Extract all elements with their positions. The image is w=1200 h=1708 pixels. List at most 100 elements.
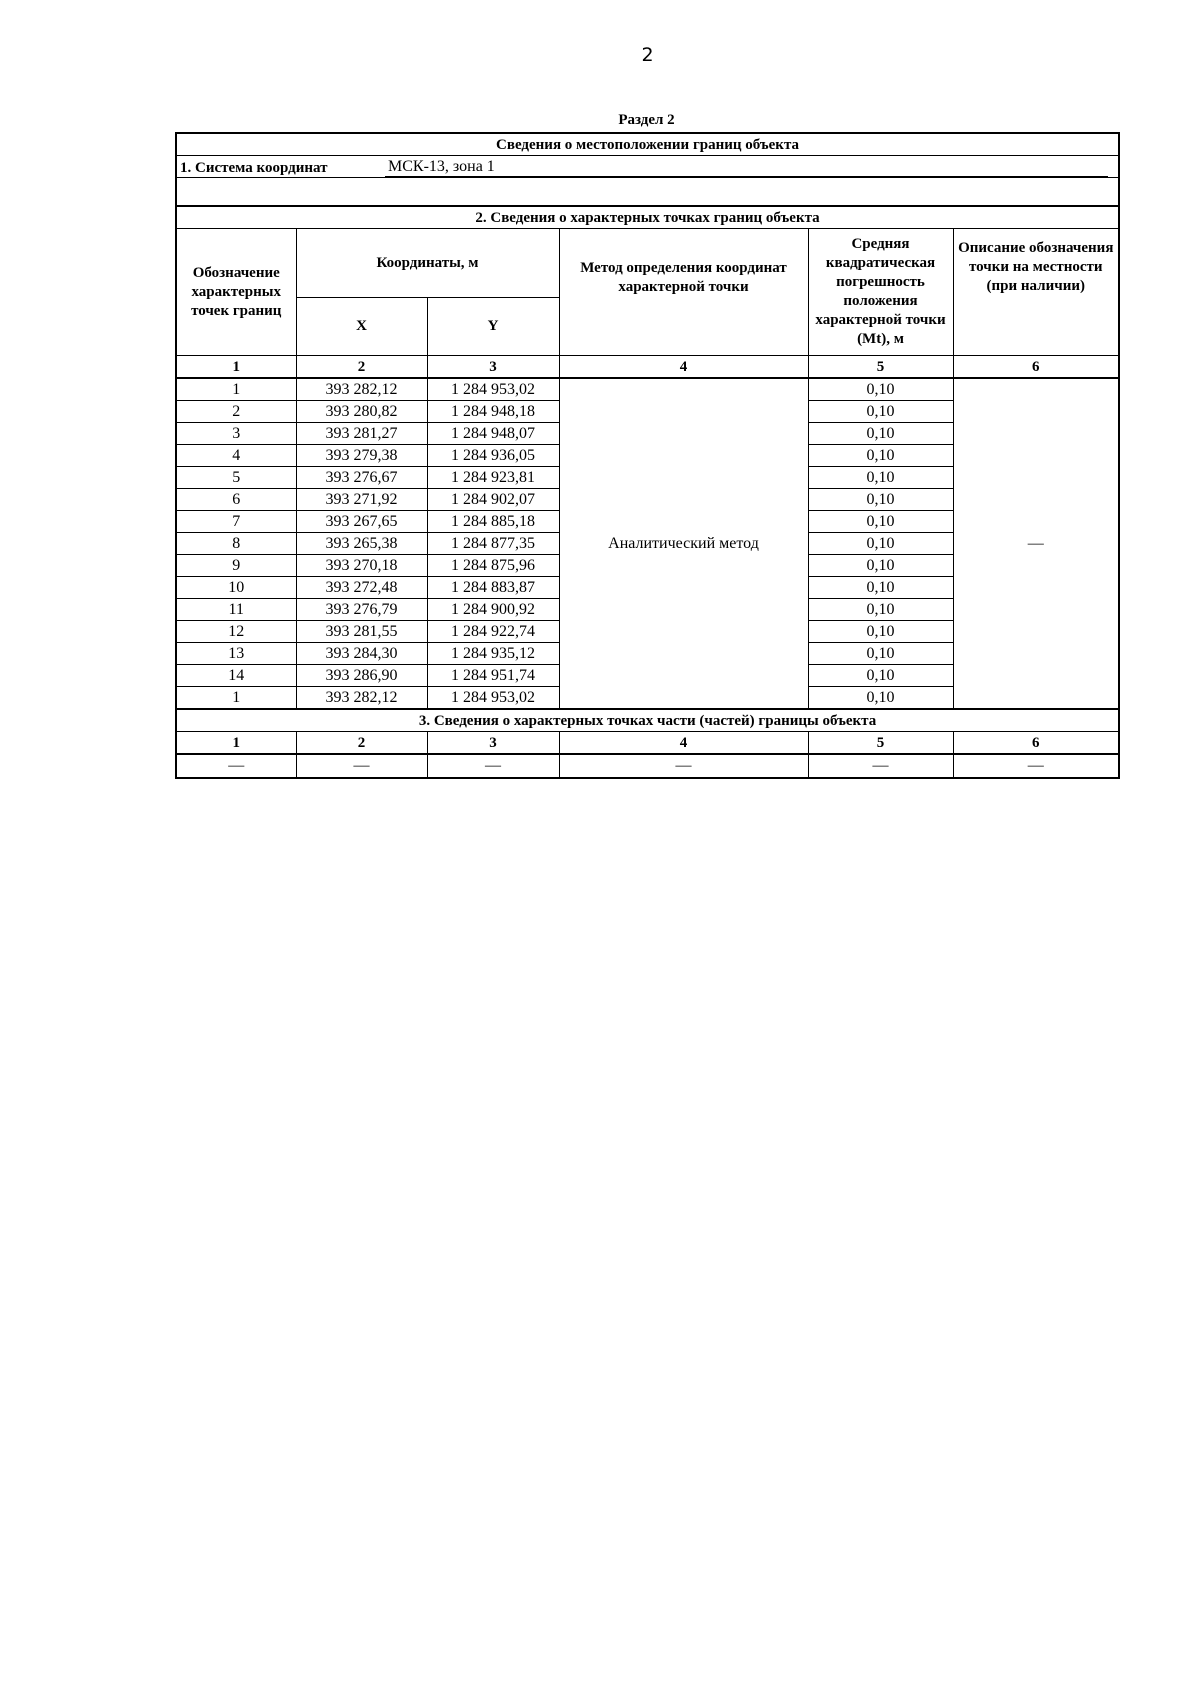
- header-coords: Координаты, м: [295, 228, 560, 298]
- coord-y: 1 284 948,07: [426, 422, 560, 445]
- column-number: 4: [558, 355, 809, 379]
- coord-y: 1 284 935,12: [426, 642, 560, 665]
- coord-x: 393 281,55: [295, 620, 428, 643]
- column-number: 4: [558, 731, 809, 755]
- point-number: 10: [175, 576, 297, 599]
- header-error: Средняя квадратическая погрешность полож…: [807, 228, 954, 356]
- table-row: 8 393 265,38 1 284 877,35 0,10: [175, 532, 1119, 555]
- coord-x: 393 281,27: [295, 422, 428, 445]
- table-row: 9 393 270,18 1 284 875,96 0,10: [175, 554, 1119, 577]
- coord-y: 1 284 922,74: [426, 620, 560, 643]
- column-number: 1: [175, 731, 297, 755]
- coord-y: 1 284 902,07: [426, 488, 560, 511]
- method-cell: Аналитический метод: [558, 377, 809, 710]
- table-row: 5 393 276,67 1 284 923,81 0,10: [175, 466, 1119, 489]
- empty-dash-cell: —: [426, 753, 560, 779]
- column-number: 6: [952, 731, 1120, 755]
- point-number: 5: [175, 466, 297, 489]
- column-number: 2: [295, 355, 428, 379]
- coord-x: 393 279,38: [295, 444, 428, 467]
- table-row: 12 393 281,55 1 284 922,74 0,10: [175, 620, 1119, 643]
- coord-y: 1 284 885,18: [426, 510, 560, 533]
- column-number: 3: [426, 355, 560, 379]
- point-number: 3: [175, 422, 297, 445]
- coord-y: 1 284 948,18: [426, 400, 560, 423]
- mt-value: 0,10: [807, 598, 954, 621]
- coord-x: 393 286,90: [295, 664, 428, 687]
- coord-x: 393 265,38: [295, 532, 428, 555]
- boundary-table: Сведения о местоположении границ объекта…: [175, 132, 1121, 779]
- mt-value: 0,10: [807, 377, 954, 401]
- column-number: 6: [952, 355, 1120, 379]
- coord-y: 1 284 883,87: [426, 576, 560, 599]
- mt-value: 0,10: [807, 620, 954, 643]
- coord-x: 393 270,18: [295, 554, 428, 577]
- coord-y: 1 284 875,96: [426, 554, 560, 577]
- coordinate-system-row: 1. Система координат МСК-13, зона 1: [175, 155, 1120, 178]
- coord-y: 1 284 936,05: [426, 444, 560, 467]
- table-title: Сведения о местоположении границ объекта: [175, 132, 1120, 156]
- table-row: 3 393 281,27 1 284 948,07 0,10: [175, 422, 1119, 445]
- coord-x: 393 280,82: [295, 400, 428, 423]
- coord-x: 393 267,65: [295, 510, 428, 533]
- coord-y: 1 284 877,35: [426, 532, 560, 555]
- mt-value: 0,10: [807, 554, 954, 577]
- coord-y: 1 284 923,81: [426, 466, 560, 489]
- empty-dash-cell: —: [807, 753, 954, 779]
- coord-y: 1 284 900,92: [426, 598, 560, 621]
- mt-value: 0,10: [807, 664, 954, 687]
- coordinate-system-value: МСК-13, зона 1: [385, 157, 1109, 177]
- point-number: 8: [175, 532, 297, 555]
- empty-row: [175, 177, 1120, 207]
- point-number: 7: [175, 510, 297, 533]
- column-number: 5: [807, 355, 954, 379]
- mt-value: 0,10: [807, 532, 954, 555]
- point-number: 1: [175, 377, 297, 401]
- header-designation: Обозначение характерных точек границ: [175, 228, 297, 356]
- coord-x: 393 271,92: [295, 488, 428, 511]
- point-number: 14: [175, 664, 297, 687]
- section-title: Раздел 2: [618, 112, 675, 128]
- mt-value: 0,10: [807, 510, 954, 533]
- mt-value: 0,10: [807, 444, 954, 467]
- part2-title: 2. Сведения о характерных точках границ …: [175, 205, 1120, 229]
- empty-dash-cell: —: [558, 753, 809, 779]
- description-cell: —: [952, 377, 1120, 710]
- empty-dash-cell: —: [952, 753, 1120, 779]
- column-number: 5: [807, 731, 954, 755]
- table-row: 10 393 272,48 1 284 883,87 0,10: [175, 576, 1119, 599]
- coord-x: 393 276,67: [295, 466, 428, 489]
- empty-dash-cell: —: [295, 753, 428, 779]
- coord-x: 393 282,12: [295, 377, 428, 401]
- coord-x: 393 276,79: [295, 598, 428, 621]
- coordinate-system-label: 1. Система координат: [180, 159, 328, 176]
- mt-value: 0,10: [807, 422, 954, 445]
- coord-x: 393 284,30: [295, 642, 428, 665]
- point-number: 11: [175, 598, 297, 621]
- mt-value: 0,10: [807, 642, 954, 665]
- mt-value: 0,10: [807, 576, 954, 599]
- page-number: 2: [641, 44, 654, 66]
- mt-value: 0,10: [807, 400, 954, 423]
- point-number: 2: [175, 400, 297, 423]
- mt-value: 0,10: [807, 488, 954, 511]
- empty-dash-cell: —: [175, 753, 297, 779]
- header-description: Описание обозначения точки на местности …: [952, 228, 1120, 356]
- coord-y: 1 284 953,02: [426, 377, 560, 401]
- table-row: 11 393 276,79 1 284 900,92 0,10: [175, 598, 1119, 621]
- point-number: 4: [175, 444, 297, 467]
- point-number: 1: [175, 686, 297, 710]
- coord-y: 1 284 951,74: [426, 664, 560, 687]
- coord-x: 393 282,12: [295, 686, 428, 710]
- column-number: 3: [426, 731, 560, 755]
- coord-y: 1 284 953,02: [426, 686, 560, 710]
- header-method: Метод определения координат характерной …: [558, 228, 809, 356]
- mt-value: 0,10: [807, 466, 954, 489]
- point-number: 9: [175, 554, 297, 577]
- mt-value: 0,10: [807, 686, 954, 710]
- point-number: 6: [175, 488, 297, 511]
- column-number: 1: [175, 355, 297, 379]
- table-row: 14 393 286,90 1 284 951,74 0,10: [175, 664, 1119, 687]
- coord-x: 393 272,48: [295, 576, 428, 599]
- point-number: 13: [175, 642, 297, 665]
